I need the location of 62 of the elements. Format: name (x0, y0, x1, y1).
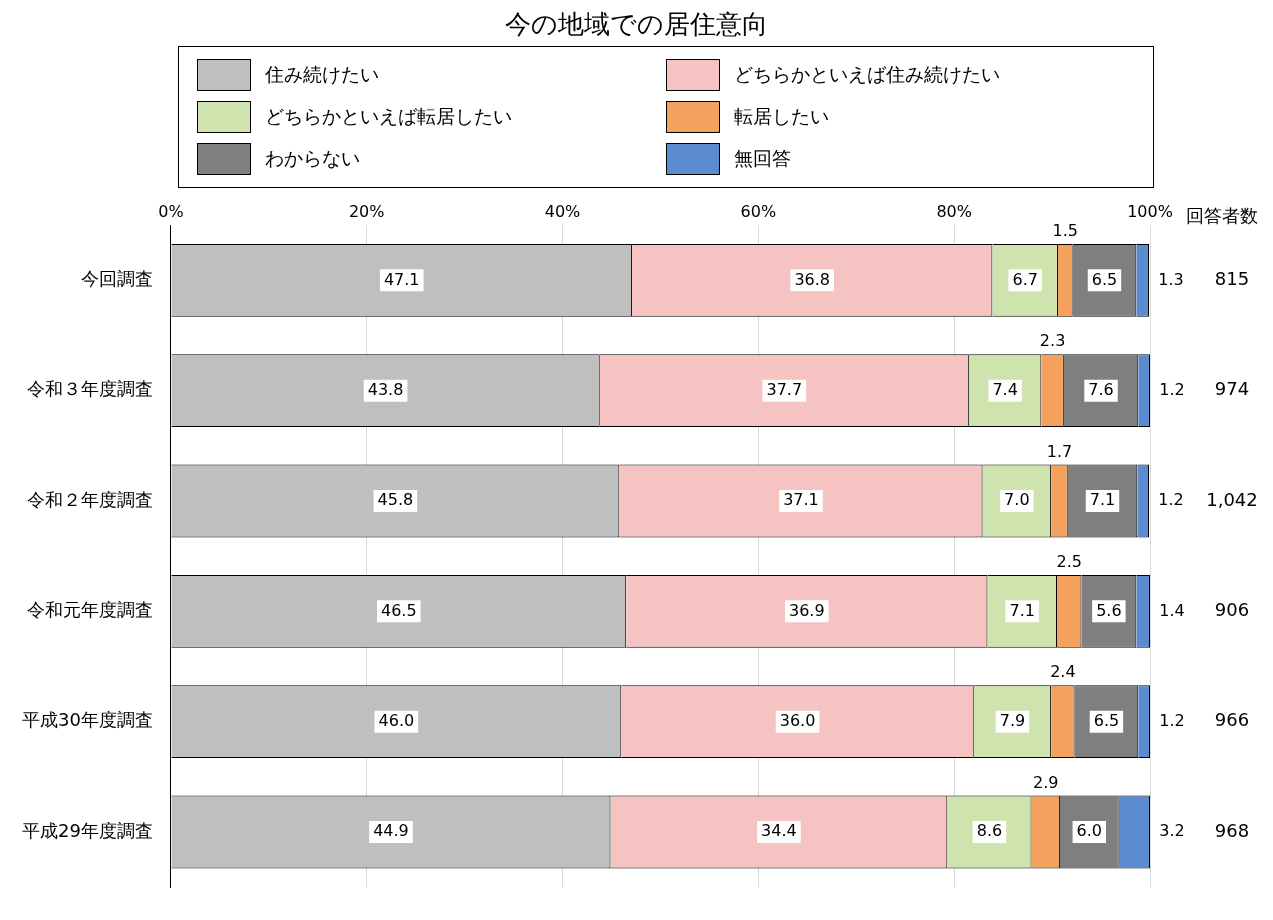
data-label: 7.0 (1004, 490, 1030, 510)
text: 966 (1214, 709, 1250, 731)
data-label: 44.9 (373, 821, 409, 841)
text: 815 (1214, 268, 1250, 290)
data-label: 7.4 (992, 379, 1018, 399)
data-label: 2.3 (1039, 331, 1066, 351)
data-label: 1.2 (1159, 710, 1185, 730)
text: 回答者数 (1186, 204, 1258, 226)
data-label: 37.7 (766, 379, 803, 399)
y-tick-label: 令和元年度調査 (26, 599, 153, 621)
data-label: 46.0 (378, 710, 415, 730)
data-label: 7.1 (1009, 600, 1035, 620)
data-label: 3.2 (1159, 821, 1185, 841)
x-tick-label: 80% (936, 201, 972, 221)
legend-label: 住み続けたい (265, 62, 379, 87)
data-label: 1.7 (1046, 441, 1073, 461)
data-label: 5.6 (1096, 600, 1122, 620)
data-label: 1.2 (1159, 379, 1185, 399)
data-label: 8.6 (976, 821, 1003, 841)
data-label: 7.1 (1089, 490, 1116, 510)
y-tick-label: 平成30年度調査 (22, 709, 153, 731)
data-label: 43.8 (367, 379, 404, 399)
x-tick-label: 100% (1127, 201, 1173, 221)
data-label: 6.5 (1093, 710, 1120, 730)
data-label: 36.8 (794, 269, 831, 289)
data-label: 1.5 (1052, 221, 1079, 241)
data-label: 7.6 (1088, 379, 1114, 399)
text: 906 (1214, 599, 1250, 621)
text: 1,042 (1206, 488, 1258, 510)
x-tick-label: 60% (740, 201, 777, 221)
x-tick-label: 0% (158, 201, 184, 221)
x-tick-label: 40% (544, 201, 581, 221)
legend-label: どちらかといえば住み続けたい (734, 62, 1000, 87)
data-label: 46.5 (380, 600, 417, 620)
legend-label: 転居したい (734, 104, 829, 129)
data-label: 6.7 (1012, 269, 1038, 289)
data-label: 1.4 (1159, 600, 1185, 620)
x-tick-label: 20% (348, 201, 385, 221)
data-label: 2.5 (1056, 552, 1082, 572)
data-label: 1.3 (1158, 269, 1184, 289)
data-label: 47.1 (383, 269, 420, 289)
text: 968 (1214, 819, 1250, 841)
data-label: 34.4 (761, 821, 797, 841)
chart-title: 今の地域での居住意向 (504, 8, 769, 40)
data-label: 7.9 (999, 710, 1026, 730)
legend-label: 無回答 (734, 146, 791, 171)
data-label: 36.0 (779, 710, 816, 730)
data-label: 6.5 (1091, 269, 1118, 289)
data-label: 45.8 (377, 490, 414, 510)
y-tick-label: 平成29年度調査 (22, 819, 153, 841)
y-tick-label: 令和２年度調査 (26, 488, 153, 510)
y-tick-label: 令和３年度調査 (26, 378, 153, 400)
data-label: 2.9 (1033, 772, 1059, 792)
data-label: 1.2 (1158, 490, 1184, 510)
data-label: 2.4 (1050, 662, 1076, 682)
legend-label: どちらかといえば転居したい (265, 104, 512, 129)
legend-label: わからない (265, 146, 360, 171)
data-label: 6.0 (1076, 821, 1103, 841)
data-label: 36.9 (789, 600, 825, 620)
y-tick-label: 今回調査 (80, 268, 153, 290)
data-label: 37.1 (783, 490, 819, 510)
text: 974 (1214, 378, 1250, 400)
